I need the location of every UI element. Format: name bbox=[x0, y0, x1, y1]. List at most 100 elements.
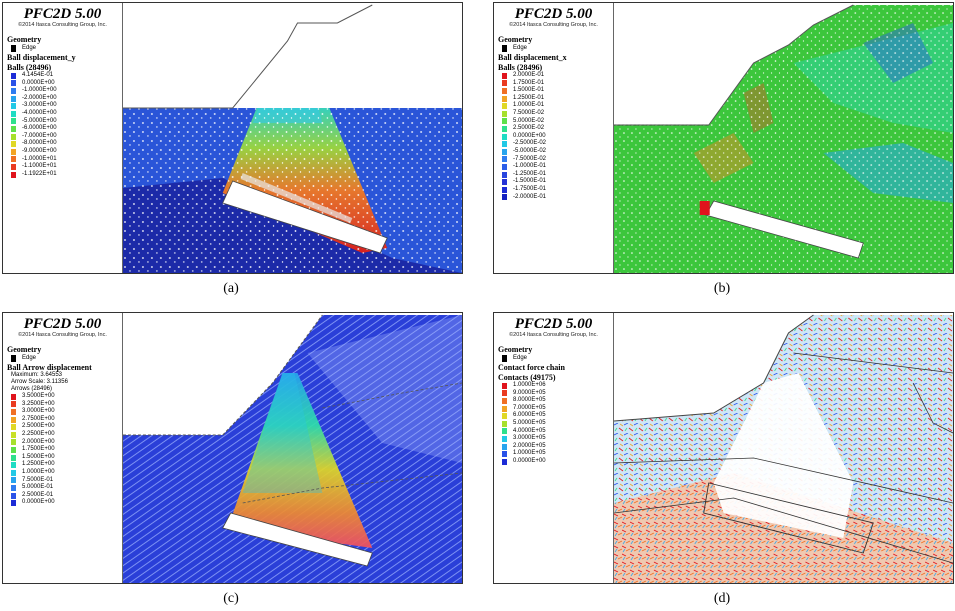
edge-swatch bbox=[11, 354, 16, 362]
legend-swatch bbox=[502, 125, 507, 132]
legend-entry: 3.0000E+00 bbox=[7, 408, 118, 416]
legend-swatch bbox=[502, 133, 507, 140]
legend-swatch bbox=[502, 420, 507, 427]
legend-swatch bbox=[11, 484, 16, 491]
legend-value: -1.1922E+01 bbox=[22, 170, 57, 177]
legend-entry: 0.0000E+00 bbox=[7, 80, 118, 88]
legend-swatch bbox=[502, 458, 507, 465]
legend-value: 8.0000E+05 bbox=[513, 397, 546, 404]
variable-label: Contact force chain bbox=[498, 363, 565, 372]
legend-entry: 1.7500E-01 bbox=[498, 80, 609, 88]
legend-entry: 1.2500E+00 bbox=[7, 461, 118, 469]
legend-swatch bbox=[11, 133, 16, 140]
legend-value: -4.0000E+00 bbox=[22, 109, 57, 116]
legend-swatch bbox=[11, 408, 16, 415]
legend-entry: -5.0000E+00 bbox=[7, 118, 118, 126]
count-label: Balls (28496) bbox=[7, 63, 52, 72]
legend-value: -5.0000E+00 bbox=[22, 117, 57, 124]
legend-value: 6.0000E+05 bbox=[513, 412, 546, 419]
legend-swatch bbox=[11, 95, 16, 102]
legend-entry: 2.5000E-01 bbox=[7, 492, 118, 500]
legend-entry: -1.1922E+01 bbox=[7, 171, 118, 179]
legend-value: 1.0000E-01 bbox=[513, 102, 545, 109]
legend-swatch bbox=[11, 72, 16, 79]
edge-label: Edge bbox=[513, 355, 528, 361]
legend-swatch bbox=[502, 451, 507, 458]
legend-value: 9.0000E+05 bbox=[513, 389, 546, 396]
legend-swatch bbox=[11, 393, 16, 400]
legend-entries: 3.5000E+00 3.2500E+00 3.0000E+00 2.7500E+00… bbox=[7, 393, 118, 507]
legend-value: -2.0000E-01 bbox=[513, 193, 547, 200]
legend-entry: 7.5000E-01 bbox=[7, 477, 118, 485]
caption-d: (d) bbox=[713, 591, 731, 606]
legend-entry: -1.0000E+00 bbox=[7, 87, 118, 95]
legend-entry: -7.5000E-02 bbox=[498, 156, 609, 164]
legend-swatch bbox=[502, 110, 507, 117]
legend-swatch bbox=[11, 163, 16, 170]
legend-swatch bbox=[11, 103, 16, 110]
caption-c: (c) bbox=[223, 591, 239, 606]
legend-value: -1.0000E-01 bbox=[513, 163, 547, 170]
legend-value: -2.5000E-02 bbox=[513, 140, 547, 147]
legend-entry: 6.0000E+05 bbox=[498, 412, 609, 420]
legend-entry: -1.0000E+01 bbox=[7, 156, 118, 164]
legend-entry: 2.5000E+00 bbox=[7, 423, 118, 431]
legend-entry: -5.0000E-02 bbox=[498, 148, 609, 156]
legend-swatch bbox=[11, 477, 16, 484]
legend-d: PFC2D 5.00 ©2014 Itasca Consulting Group… bbox=[494, 313, 614, 583]
legend-swatch bbox=[11, 148, 16, 155]
legend-entry: 1.5000E+00 bbox=[7, 454, 118, 462]
legend-swatch bbox=[502, 397, 507, 404]
legend-swatch bbox=[11, 80, 16, 87]
legend-value: 3.0000E+00 bbox=[22, 408, 55, 415]
copyright-text: ©2014 Itasca Consulting Group, Inc. bbox=[18, 332, 107, 338]
legend-value: 2.5000E+00 bbox=[22, 423, 55, 430]
legend-entry: -1.1000E+01 bbox=[7, 163, 118, 171]
legend-value: 2.0000E+00 bbox=[22, 438, 55, 445]
plot-c-svg bbox=[123, 313, 462, 583]
legend-swatch bbox=[502, 390, 507, 397]
legend-entry: -3.0000E+00 bbox=[7, 102, 118, 110]
legend-entry: 2.5000E-02 bbox=[498, 125, 609, 133]
legend-swatch bbox=[11, 401, 16, 408]
legend-swatch bbox=[502, 141, 507, 148]
simulation-plot-d bbox=[614, 313, 953, 583]
edge-swatch bbox=[502, 354, 507, 362]
legend-entry: 0.0000E+00 bbox=[7, 499, 118, 507]
legend-entry: -2.0000E-01 bbox=[498, 194, 609, 202]
legend-entry: 5.0000E-02 bbox=[498, 118, 609, 126]
edge-row: Edge bbox=[498, 44, 609, 52]
legend-entry: -1.0000E-01 bbox=[498, 163, 609, 171]
legend-value: -6.0000E+00 bbox=[22, 125, 57, 132]
legend-value: 1.0000E+06 bbox=[513, 382, 546, 388]
edge-label: Edge bbox=[22, 45, 37, 51]
edge-label: Edge bbox=[22, 355, 37, 361]
legend-value: 2.5000E-01 bbox=[22, 491, 54, 498]
variable-label: Ball displacement_y bbox=[7, 53, 76, 62]
arrow-info-line: Maximum: 3.64553 bbox=[11, 372, 63, 378]
figure-panel-d: PFC2D 5.00 ©2014 Itasca Consulting Group… bbox=[493, 312, 954, 584]
caption-b: (b) bbox=[713, 281, 731, 296]
legend-entry: 0.0000E+00 bbox=[498, 458, 609, 466]
legend-swatch bbox=[11, 439, 16, 446]
legend-swatch bbox=[502, 413, 507, 420]
legend-entry: 9.0000E+05 bbox=[498, 390, 609, 398]
legend-swatch bbox=[11, 87, 16, 94]
legend-value: 2.2500E+00 bbox=[22, 430, 55, 437]
edge-swatch bbox=[11, 44, 16, 52]
simulation-plot-c bbox=[123, 313, 462, 583]
legend-entry: -1.7500E-01 bbox=[498, 186, 609, 194]
legend-value: -3.0000E+00 bbox=[22, 102, 57, 109]
legend-entry: -7.0000E+00 bbox=[7, 133, 118, 141]
edge-row: Edge bbox=[7, 44, 118, 52]
legend-entry: -4.0000E+00 bbox=[7, 110, 118, 118]
legend-entry: 2.0000E-01 bbox=[498, 72, 609, 80]
simulation-plot-b bbox=[614, 3, 953, 273]
edge-label: Edge bbox=[513, 45, 528, 51]
copyright-text: ©2014 Itasca Consulting Group, Inc. bbox=[509, 22, 598, 28]
count-label: Arrows (28496) bbox=[11, 386, 53, 392]
legend-value: 4.0000E+05 bbox=[513, 427, 546, 434]
legend-value: 0.0000E+00 bbox=[22, 499, 55, 506]
legend-swatch bbox=[11, 446, 16, 453]
legend-swatch bbox=[11, 424, 16, 431]
